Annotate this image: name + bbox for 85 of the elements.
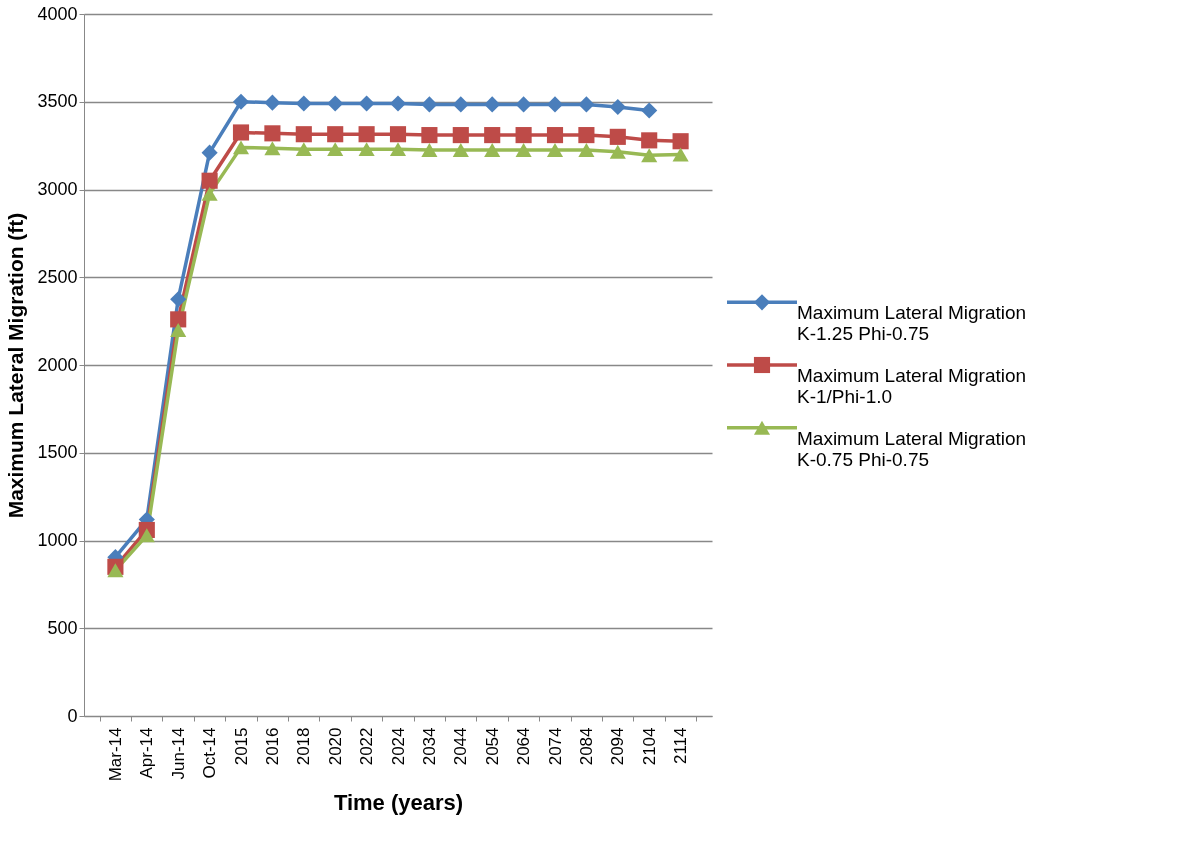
point (484, 143, 501, 157)
x-tick-label: 2114 (671, 727, 691, 765)
point (609, 98, 626, 116)
point (264, 94, 281, 111)
point (138, 528, 155, 543)
point (515, 96, 532, 113)
x-tick-label: Apr-14 (137, 727, 157, 779)
point (170, 291, 187, 308)
point (358, 142, 375, 157)
point (389, 142, 407, 157)
point (641, 148, 658, 163)
point (170, 322, 187, 337)
point (484, 96, 501, 113)
point (327, 95, 344, 112)
x-tick-label: Oct-14 (200, 727, 220, 779)
y-tick-label: 2000 (37, 354, 78, 375)
x-tick-label: 2015 (231, 727, 251, 766)
point (421, 96, 438, 113)
point (232, 124, 250, 141)
x-tick-label: 2104 (639, 727, 659, 766)
x-tick-label: 2044 (451, 727, 471, 766)
point (264, 125, 281, 142)
x-tick-label: 2094 (608, 727, 628, 766)
point (295, 142, 312, 157)
point (452, 143, 469, 157)
point (389, 126, 407, 143)
y-tick-label: 500 (47, 617, 78, 638)
x-tick-label: 2054 (482, 727, 502, 766)
x-tick-label: Mar-14 (105, 727, 125, 782)
point (546, 96, 564, 113)
point (641, 102, 658, 119)
x-axis-title: Time (years) (333, 790, 464, 816)
point (264, 141, 281, 156)
point (578, 96, 595, 113)
x-tick-label: Jun-14 (168, 727, 188, 780)
y-tick-label: 1000 (37, 530, 78, 550)
x-tick-label: 2024 (388, 727, 408, 766)
point (421, 127, 438, 144)
y-tick-label: 2500 (37, 266, 78, 287)
point (452, 127, 469, 144)
point (609, 128, 626, 145)
y-tick-label: 3500 (37, 91, 78, 112)
x-tick-label: 2016 (262, 727, 282, 766)
x-tick-label: 2064 (514, 727, 534, 766)
legend-label: Maximum Lateral Migration K-1.25 Phi-0.75 (797, 302, 1027, 345)
y-tick-label: 1500 (37, 442, 78, 463)
point (295, 95, 312, 112)
x-tick-label: 2034 (419, 727, 439, 766)
point (452, 96, 469, 113)
point (389, 95, 407, 112)
point (672, 147, 689, 162)
point (578, 143, 595, 157)
x-tick-label: 2018 (294, 727, 314, 766)
legend-label: Maximum Lateral Migration K-0.75 Phi-0.75 (797, 427, 1027, 470)
x-tick-label: 2084 (576, 727, 596, 766)
point (358, 95, 375, 112)
point (641, 132, 658, 149)
y-tick-label: 3000 (37, 179, 78, 199)
y-tick-label: 4000 (37, 3, 78, 24)
point (484, 127, 501, 144)
point (201, 144, 218, 161)
point (107, 563, 124, 578)
point (327, 126, 344, 143)
point (609, 144, 626, 159)
point (327, 142, 344, 157)
x-tick-label: 2022 (357, 727, 377, 766)
point (201, 186, 218, 201)
point (232, 93, 250, 110)
point (358, 126, 375, 143)
legend-label: Maximum Lateral Migration K-1/Phi-1.0 (797, 365, 1027, 407)
point (515, 127, 532, 144)
point (421, 143, 438, 157)
point (672, 133, 689, 150)
point (578, 127, 595, 144)
point (201, 172, 218, 189)
point (546, 143, 564, 157)
point (515, 143, 532, 157)
point (295, 126, 312, 143)
point (170, 311, 187, 328)
x-tick-label: 2020 (325, 727, 345, 766)
x-tick-label: 2074 (545, 727, 565, 766)
y-axis-title: Maximum Lateral Migration (ft) (4, 212, 28, 519)
point (546, 127, 564, 144)
y-tick-label: 0 (67, 705, 78, 726)
point (232, 140, 250, 155)
